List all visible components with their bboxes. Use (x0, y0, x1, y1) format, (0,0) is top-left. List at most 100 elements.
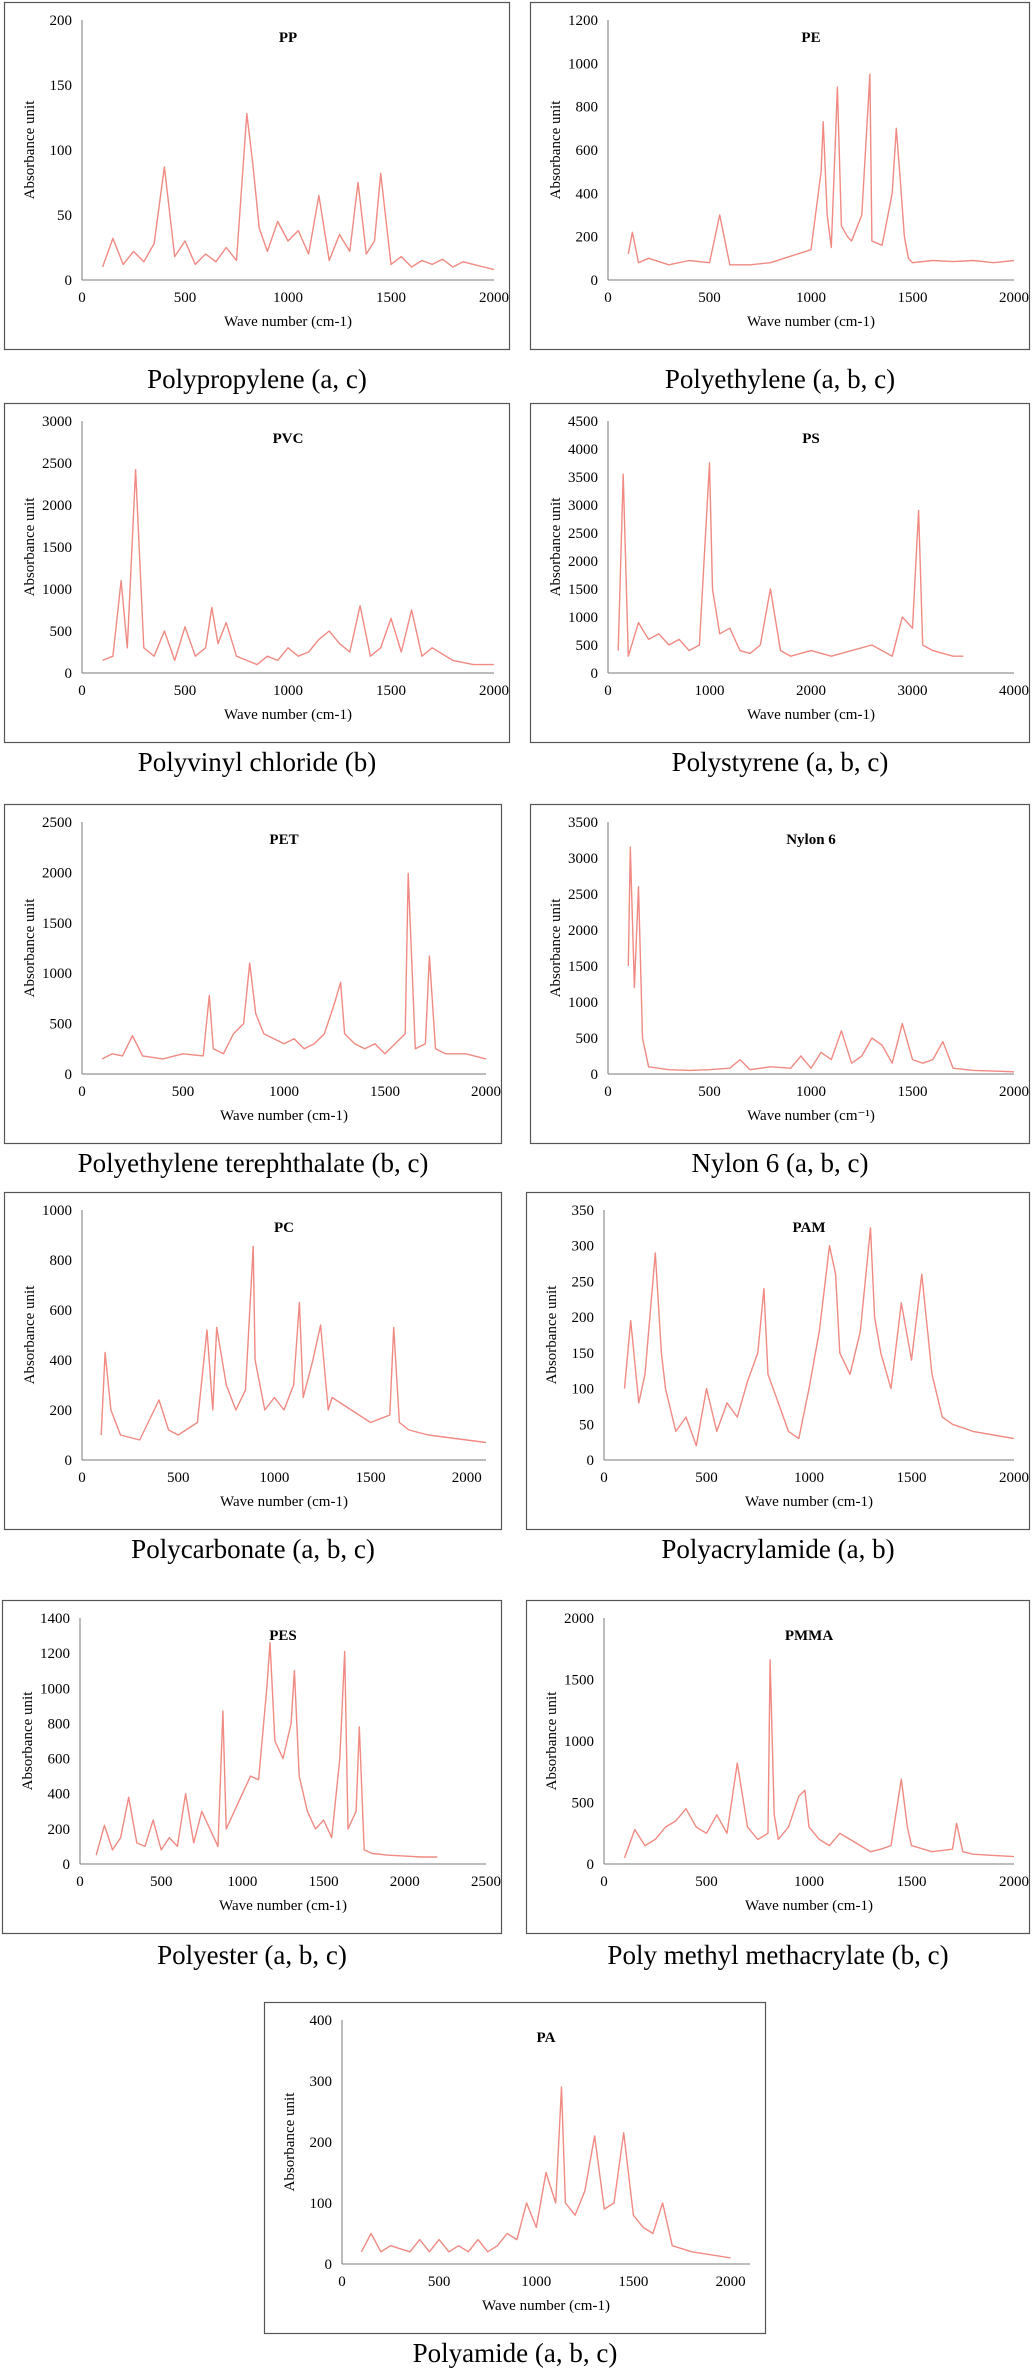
y-tick-label: 0 (325, 2257, 333, 2273)
x-tick-label: 1000 (796, 1084, 826, 1100)
y-tick-label: 2000 (568, 554, 598, 570)
x-tick-label: 0 (604, 683, 612, 699)
x-tick-label: 0 (604, 1084, 612, 1100)
chart-pmma: 2000 1500 1000 500 00 500 1000 1500 2000 Absorban… (525, 1599, 1031, 1935)
caption-pe: Polyethylene (a, b, c) (664, 364, 896, 394)
caption-pp: Polypropylene (a, c) (147, 364, 367, 394)
chart-title: PE (801, 30, 820, 46)
y-tick-label: 0 (65, 1453, 73, 1469)
y-tick-label: 800 (50, 1253, 73, 1269)
x-tick-label: 1500 (618, 2274, 648, 2290)
x-tick-label: 2000 (716, 2274, 746, 2290)
x-tick-label: 1000 (269, 1084, 299, 1100)
y-tick-label: 300 (572, 1239, 595, 1255)
chart-title: PMMA (785, 1628, 833, 1644)
y-tick-label: 200 (50, 13, 73, 29)
x-tick-label: 500 (174, 683, 197, 699)
x-tick-label: 1500 (370, 1084, 400, 1100)
chart-title: PAM (792, 1220, 825, 1236)
x-tick-label: 1500 (356, 1470, 386, 1486)
y-axis-label: Absorbance unit (22, 100, 38, 200)
y-tick-label: 500 (50, 624, 73, 640)
y-axis-label: Absorbance unit (548, 497, 564, 597)
y-tick-label: 3000 (568, 851, 598, 867)
y-tick-label: 3500 (568, 815, 598, 831)
x-tick-label: 2000 (999, 290, 1029, 306)
x-tick-label: 1500 (309, 1874, 339, 1890)
spectrum-line-nylon6 (627, 846, 1015, 1073)
y-tick-label: 2000 (564, 1611, 594, 1627)
spectrum-line-pet (101, 872, 487, 1060)
y-tick-label: 200 (576, 230, 599, 246)
caption-pet: Polyethylene terephthalate (b, c) (77, 1148, 429, 1178)
y-tick-label: 1000 (568, 610, 598, 626)
x-tick-label: 500 (174, 290, 197, 306)
x-tick-label: 1500 (897, 1470, 927, 1486)
x-tick-label: 2000 (796, 683, 826, 699)
y-tick-label: 0 (587, 1453, 595, 1469)
y-tick-label: 50 (579, 1417, 594, 1433)
x-tick-label: 1000 (794, 1874, 824, 1890)
y-tick-label: 200 (48, 1822, 71, 1838)
x-tick-label: 0 (600, 1874, 608, 1890)
x-tick-label: 500 (167, 1470, 190, 1486)
chart-frame (3, 803, 503, 1145)
caption-ps: Polystyrene (a, b, c) (671, 747, 889, 777)
x-tick-label: 4000 (999, 683, 1029, 699)
chart-panel-pet: 2500 2000 1500 1000 500 0 0 500 1000 1500 2000 Abso… (3, 803, 503, 1178)
spectrum-line-pam (623, 1227, 1015, 1447)
y-tick-label: 800 (48, 1716, 71, 1732)
y-tick-label: 600 (50, 1303, 73, 1319)
chart-title: PS (802, 431, 820, 447)
spectrum-line-ps (617, 462, 964, 657)
x-tick-label: 0 (78, 290, 86, 306)
chart-panel-pa: 400 300 200 100 0 0 500 1000 1500 2000 Absorbance … (263, 2001, 767, 2368)
y-tick-label: 250 (572, 1274, 595, 1290)
chart-panel-ps: 4500 4000 3500 3000 2500 2000 1500 1000 500 0 0 100… (529, 402, 1031, 777)
chart-frame (525, 1191, 1031, 1531)
x-tick-label: 1000 (695, 683, 725, 699)
y-tick-label: 100 (310, 2196, 333, 2212)
x-tick-label: 1000 (273, 290, 303, 306)
y-tick-label: 1200 (568, 13, 598, 29)
y-tick-label: 1000 (42, 1203, 72, 1219)
y-axis-label: Absorbance unit (548, 898, 564, 998)
y-tick-label: 200 (50, 1403, 73, 1419)
chart-title: PET (269, 832, 298, 848)
y-tick-label: 1500 (42, 916, 72, 932)
y-tick-label: 1500 (564, 1673, 594, 1689)
y-tick-label: 1500 (42, 540, 72, 556)
caption-nylon6: Nylon 6 (a, b, c) (691, 1148, 869, 1178)
spectrum-line-pvc (102, 468, 494, 666)
caption-pmma: Poly methyl methacrylate (b, c) (607, 1940, 949, 1970)
x-tick-label: 1500 (898, 1084, 928, 1100)
chart-panel-pam: 350 300 250 200 150 100 50 0 0 500 1000 1500 2000 Abs… (525, 1191, 1031, 1564)
x-tick-label: 2000 (999, 1084, 1029, 1100)
y-tick-label: 2000 (42, 498, 72, 514)
y-tick-label: 500 (576, 638, 599, 654)
y-tick-label: 2000 (568, 923, 598, 939)
x-tick-label: 1000 (794, 1470, 824, 1486)
y-tick-label: 2500 (42, 456, 72, 472)
x-tick-label: 1500 (898, 290, 928, 306)
y-tick-label: 0 (65, 273, 73, 289)
y-tick-label: 2500 (568, 526, 598, 542)
y-axis-label: Absorbance unit (282, 2092, 298, 2192)
y-tick-label: 1200 (40, 1646, 70, 1662)
x-tick-label: 2000 (471, 1084, 501, 1100)
x-tick-label: 2500 (471, 1874, 501, 1890)
y-tick-label: 1500 (568, 582, 598, 598)
x-axis-label: Wave number (cm-1) (482, 2298, 610, 2314)
x-axis-label: Wave number (cm-1) (220, 1494, 348, 1510)
y-tick-label: 0 (591, 1067, 599, 1083)
y-tick-label: 0 (587, 1857, 595, 1873)
y-tick-label: 800 (576, 100, 599, 116)
caption-pam: Polyacrylamide (a, b) (661, 1534, 895, 1564)
y-tick-label: 600 (48, 1752, 71, 1768)
y-tick-label: 500 (50, 1017, 73, 1033)
x-tick-label: 500 (698, 290, 721, 306)
x-tick-label: 2000 (999, 1874, 1029, 1890)
